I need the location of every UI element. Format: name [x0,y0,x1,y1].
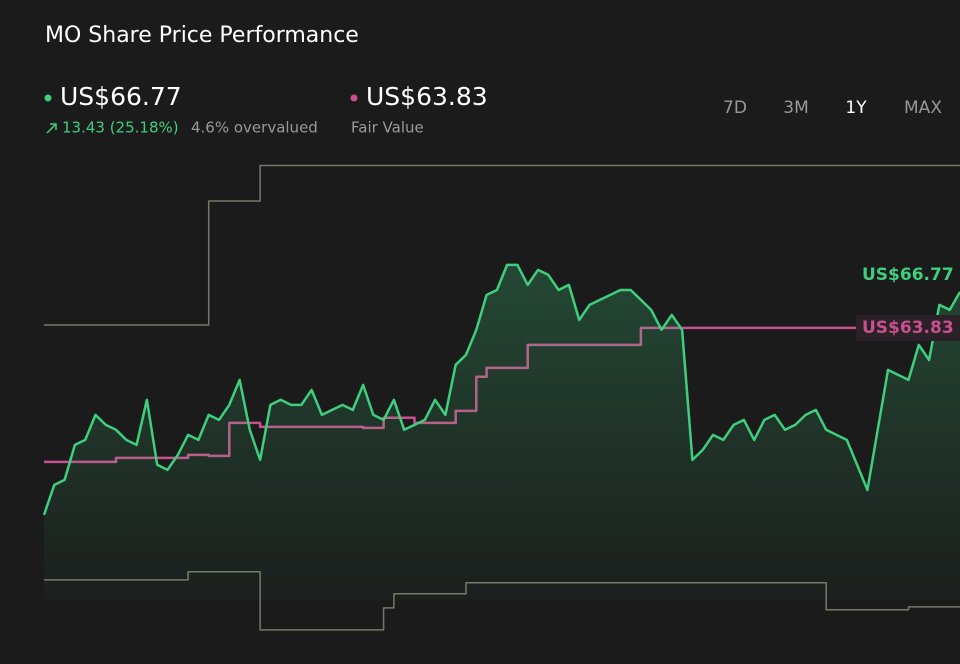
range-buttons: 7D 3M 1Y MAX [723,98,942,118]
price-dot [44,94,52,102]
price: US$66.77 [60,82,182,111]
price-change: 13.43 (25.18%) [62,119,179,137]
fair-value-label: Fair Value [351,119,424,137]
fair-value: US$63.83 [366,82,488,111]
range-button[interactable]: 1Y [845,98,867,118]
range-button[interactable]: MAX [904,98,942,118]
end-label: US$63.83 [862,318,954,338]
range-band-line [44,164,960,326]
valuation: 4.6% overvalued [191,119,318,137]
price-area [44,264,960,600]
series-line [42,263,960,516]
fair-dot [350,94,358,102]
title: MO Share Price Performance [45,23,359,48]
range-button[interactable]: 7D [723,98,747,118]
up-arrow [46,123,57,134]
range-button[interactable]: 3M [783,98,808,118]
label-background [856,315,960,341]
plot: US$66.77 US$63.83 [42,164,960,631]
end-label: US$66.77 [862,265,954,285]
